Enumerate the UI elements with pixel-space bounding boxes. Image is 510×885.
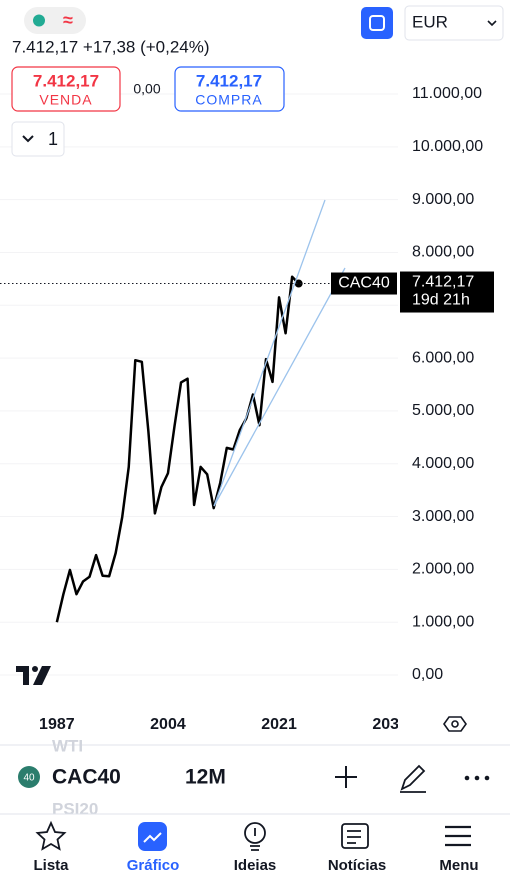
buy-button[interactable]	[174, 66, 285, 112]
nav-icon-news-lines	[347, 830, 361, 844]
sell-label: VENDA	[39, 92, 92, 108]
symbol-badge	[18, 766, 40, 788]
nav-bar: Lista Gráfico Ideias Notícias Menu	[33, 857, 478, 874]
y-tick-label: 6.000,00	[412, 349, 474, 366]
chevron	[487, 20, 497, 27]
nav-icon-chart-line	[143, 832, 162, 843]
fullscreen-icon	[369, 15, 385, 31]
settings-icon-center	[451, 720, 459, 728]
currency-select[interactable]	[404, 5, 504, 41]
y-tick-label: 1.000,00	[412, 613, 474, 630]
spread: 0,00	[133, 81, 160, 97]
dropdown-value: 1	[48, 129, 58, 149]
price-label-bg	[400, 271, 494, 313]
currency: EUR	[412, 12, 448, 31]
y-tick-label: 10.000,00	[412, 138, 483, 155]
sell-price: 7.412,17	[33, 71, 99, 90]
fullscreen-button[interactable]	[361, 7, 393, 39]
x-tick-label: 1987	[39, 716, 75, 733]
faded-symbol: WTI	[52, 736, 83, 755]
y-tick-label: 5.000,00	[412, 402, 474, 419]
price-line: 7.412,17 +17,38 (+0,24%)	[12, 37, 210, 56]
last-price-dot	[294, 279, 303, 288]
nav-label[interactable]: Menu	[439, 857, 478, 874]
nav-icon-chart	[138, 822, 167, 851]
symbol-label: CAC40	[338, 275, 390, 292]
interval[interactable]: 12M	[185, 766, 226, 789]
market-dot	[33, 14, 45, 27]
interval-dropdown[interactable]	[11, 121, 65, 157]
y-tick-label: 2.000,00	[412, 561, 474, 578]
x-tick-label: 2004	[150, 716, 186, 733]
nav-icon-bulb-base	[250, 828, 260, 851]
y-tick-label: 4.000,00	[412, 455, 474, 472]
buy-price: 7.412,17	[196, 71, 262, 90]
y-tick-label: 3.000,00	[412, 508, 474, 525]
draw-icon[interactable]	[400, 764, 426, 793]
y-tick-label: 11.000,00	[412, 85, 482, 102]
last-price-label: 7.412,17	[412, 274, 474, 291]
nav-label[interactable]: Ideias	[234, 857, 277, 874]
nav-label[interactable]: Gráfico	[127, 857, 180, 874]
nav-icon-star	[35, 820, 67, 851]
tv-logo	[16, 666, 51, 685]
plot-area: 1987 2004 2021 2038	[0, 93, 408, 733]
faded-symbol: PSI20	[52, 799, 98, 818]
countdown-label: 19d 21h	[412, 292, 470, 309]
trend-line	[213, 267, 346, 507]
add-icon[interactable]	[335, 766, 357, 788]
nav-icon-menu	[445, 825, 471, 847]
buy-label: COMPRA	[195, 92, 262, 108]
x-tick-label: 2038	[372, 716, 408, 733]
approx-icon: ≈	[63, 10, 73, 30]
more-icon[interactable]	[464, 775, 490, 781]
status-pill[interactable]	[24, 7, 86, 34]
badge-text: 40	[23, 773, 35, 784]
y-tick-label: 8.000,00	[412, 244, 474, 261]
price-line	[55, 275, 300, 623]
symbol[interactable]: CAC40	[52, 766, 121, 789]
nav-label[interactable]: Lista	[33, 857, 69, 874]
y-tick-label: 0,00	[412, 666, 443, 683]
x-tick-label: 2021	[261, 716, 297, 733]
symbol-label-bg	[331, 272, 397, 295]
trend-line	[213, 199, 326, 507]
settings-icon[interactable]	[443, 716, 467, 732]
nav-icon-news	[341, 823, 369, 849]
nav-icon-bulb	[244, 822, 266, 844]
sell-button[interactable]	[11, 66, 121, 112]
nav-label[interactable]: Notícias	[328, 857, 386, 874]
chevron	[22, 135, 34, 143]
y-tick-label: 9.000,00	[412, 191, 474, 208]
